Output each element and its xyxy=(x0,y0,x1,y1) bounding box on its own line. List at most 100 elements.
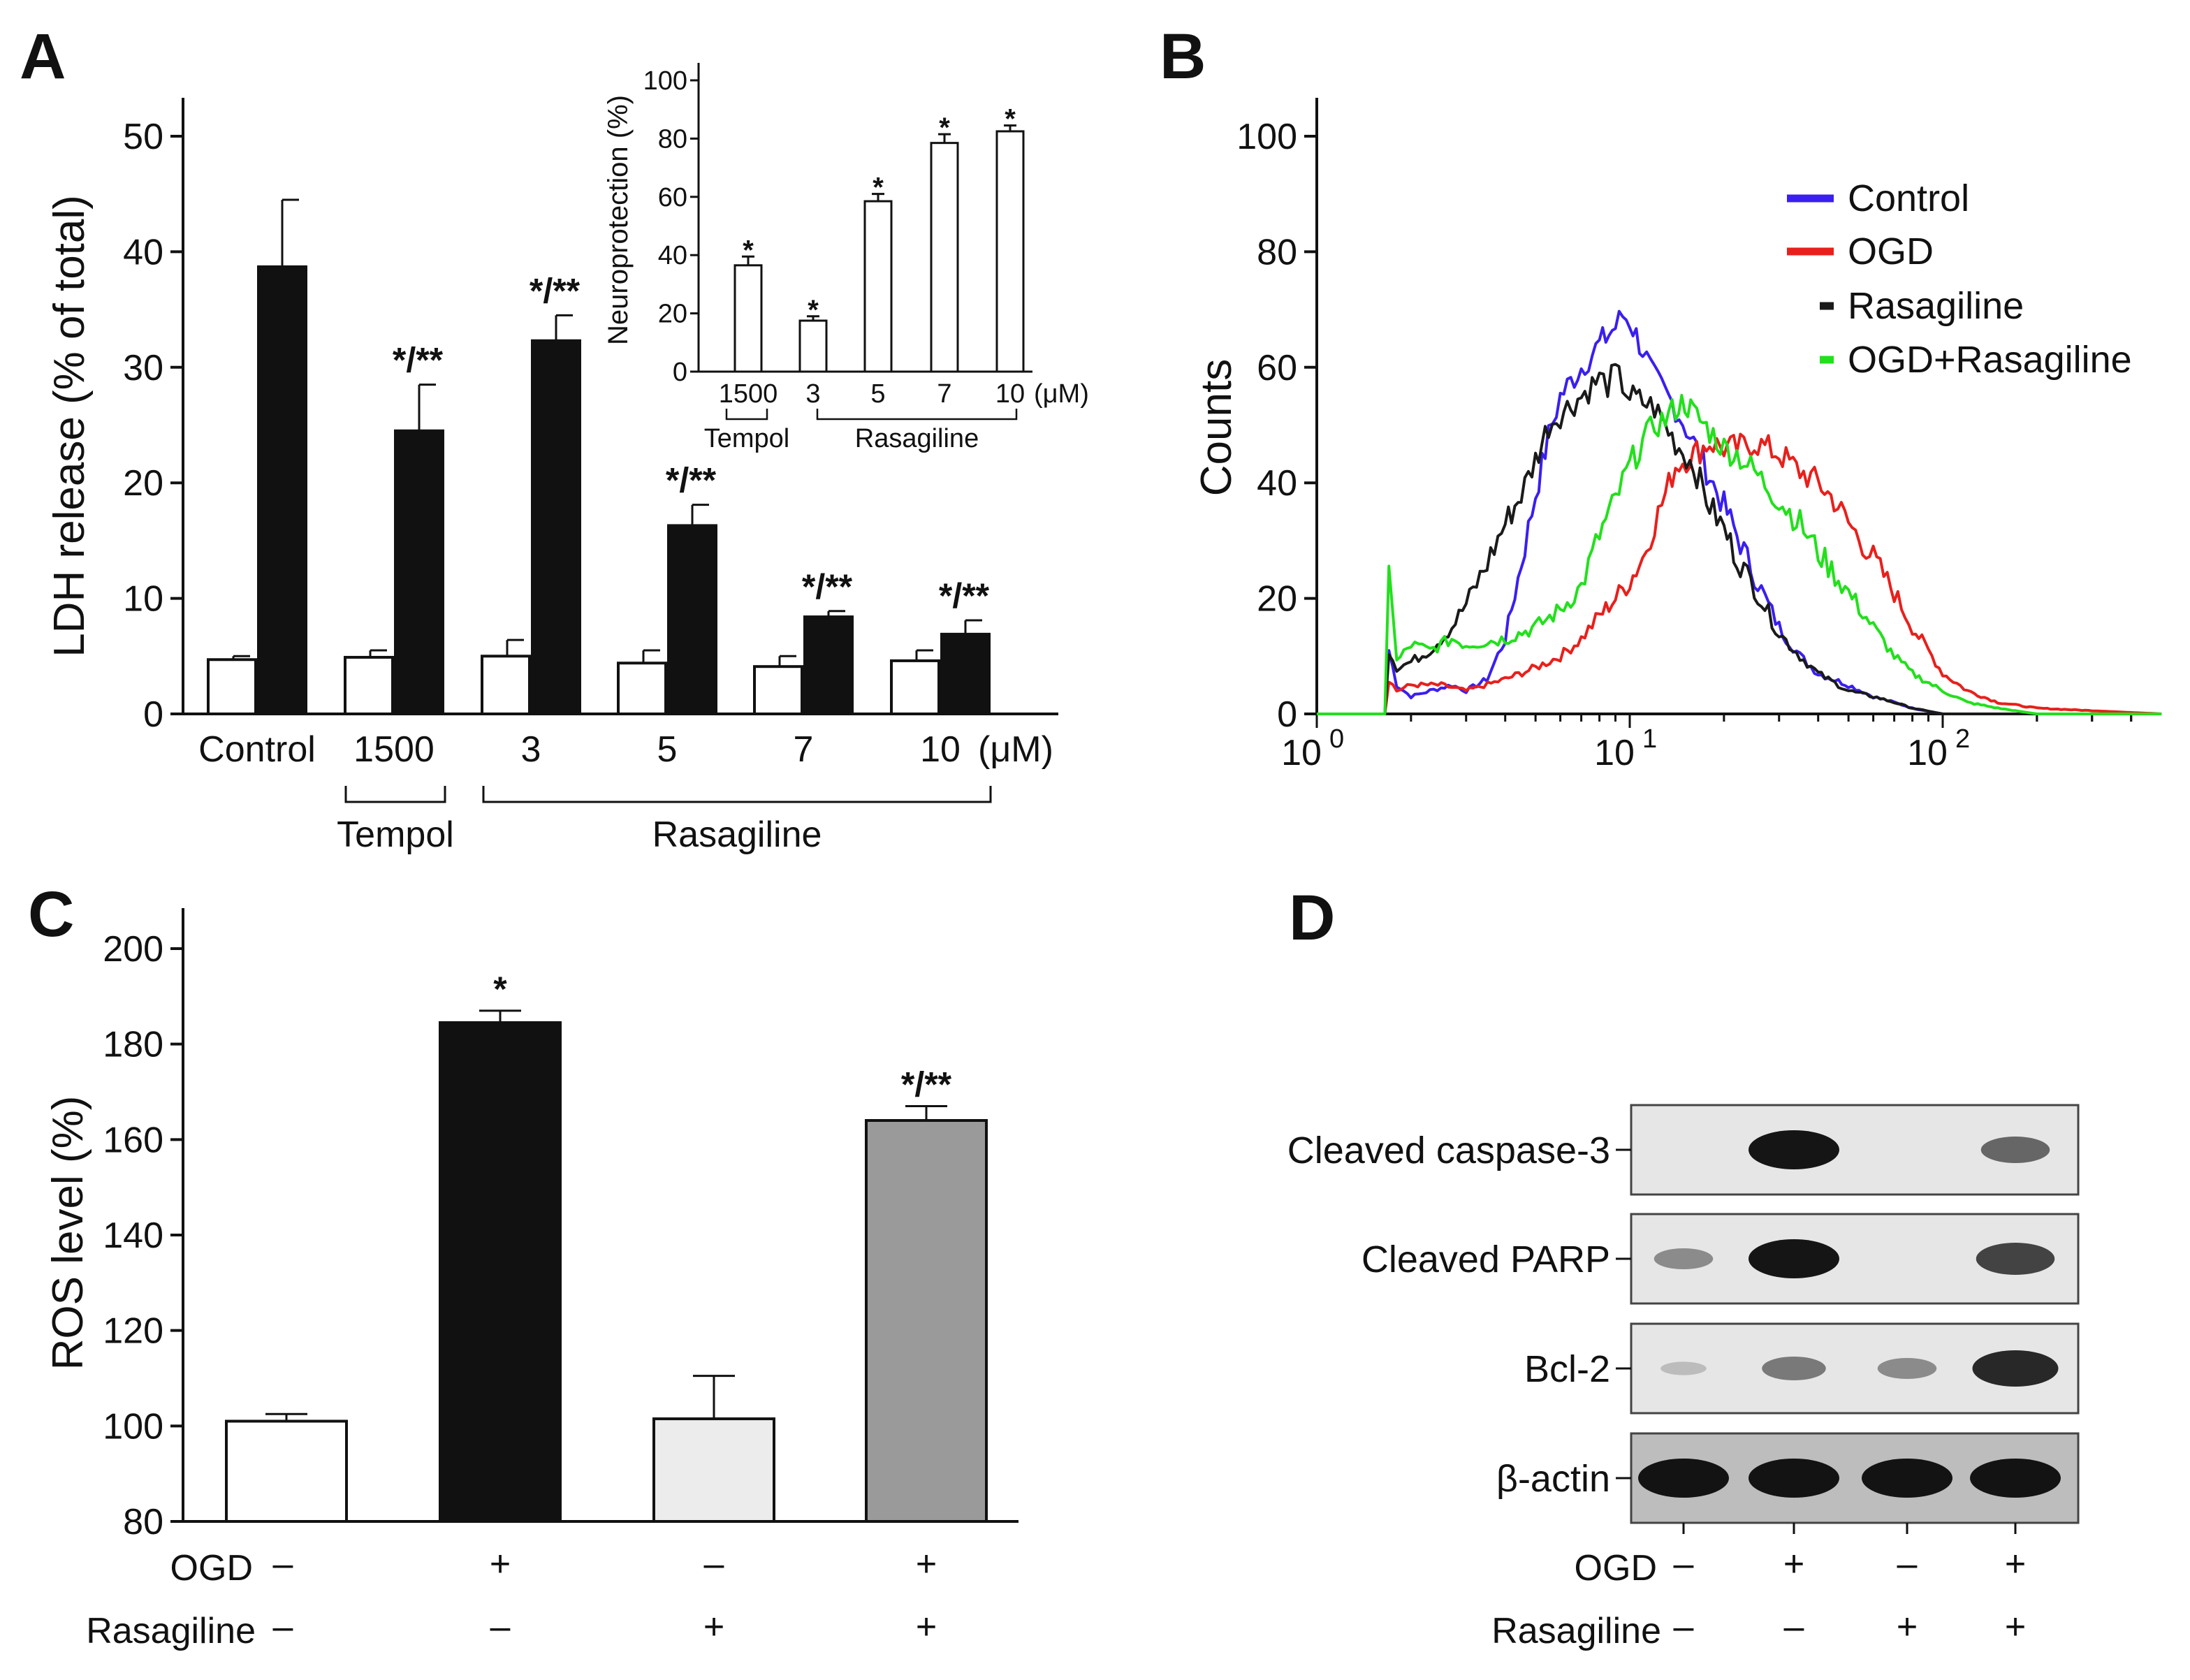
condition-value: – xyxy=(1897,1544,1918,1584)
condition-row-label: Rasagiline xyxy=(1491,1611,1661,1651)
y-tick-label: 0 xyxy=(143,694,163,735)
bar-ogd xyxy=(257,265,307,716)
legend-label: Control xyxy=(1848,177,1969,219)
bar-ogd xyxy=(531,339,581,715)
blot-band xyxy=(1980,1137,2050,1163)
inset-group-label: Rasagiline xyxy=(855,424,979,453)
inset-group-bracket xyxy=(725,409,768,421)
blot-band xyxy=(1877,1358,1937,1379)
bar-ogd xyxy=(803,615,854,716)
blot-row-label: β-actin xyxy=(1496,1458,1610,1500)
inset-x-tick-label: 10 xyxy=(995,379,1025,409)
inset-y-tick-label: 60 xyxy=(658,183,687,212)
blot-band xyxy=(1654,1248,1714,1269)
blot-row-label: Bcl-2 xyxy=(1524,1348,1610,1390)
condition-value: + xyxy=(2005,1544,2026,1584)
panel-c: C 80 100 120 140 160 180 200 ROS level (%) * */**… xyxy=(28,879,1019,1651)
x-unit-label: (μM) xyxy=(978,729,1053,770)
panel-a-inset: 0 20 40 60 80 100 Neuroprotection (%) * 1500 * 3 * 5… xyxy=(603,63,1089,453)
condition-value: + xyxy=(1897,1607,1918,1647)
significance-label: */** xyxy=(393,341,444,380)
condition-row-label: OGD xyxy=(170,1548,253,1588)
y-tick-label: 40 xyxy=(123,232,163,272)
significance-label: */** xyxy=(530,271,581,310)
bar-ogd xyxy=(394,429,444,716)
condition-value: – xyxy=(273,1607,293,1647)
panel-d-letter: D xyxy=(1289,882,1335,954)
series-line-rasagiline xyxy=(1317,363,2162,715)
inset-significance-label: * xyxy=(808,295,819,326)
blot-band xyxy=(1749,1130,1839,1169)
condition-value: + xyxy=(916,1544,937,1584)
x-tick-label: 10 xyxy=(1281,733,1322,773)
y-tick-label: 40 xyxy=(1257,463,1297,504)
x-tick-label: 10 xyxy=(920,729,961,770)
condition-row-label: OGD xyxy=(1575,1548,1657,1588)
x-tick-exponent: 0 xyxy=(1329,724,1344,754)
condition-value: + xyxy=(1783,1544,1804,1584)
bar xyxy=(865,1119,988,1523)
condition-value: + xyxy=(916,1607,937,1647)
y-tick-label: 140 xyxy=(103,1215,163,1256)
y-tick-label: 180 xyxy=(103,1025,163,1065)
x-tick-label: Control xyxy=(198,729,316,770)
x-tick-label: 10 xyxy=(1594,733,1635,773)
inset-bar xyxy=(995,130,1025,373)
condition-value: – xyxy=(490,1607,511,1647)
legend-label: Rasagiline xyxy=(1848,285,2024,327)
y-axis-title: Counts xyxy=(1192,359,1241,496)
group-label: Rasagiline xyxy=(652,815,822,855)
bar xyxy=(225,1419,348,1523)
inset-group-bracket xyxy=(816,409,1018,421)
inset-y-axis-title: Neuroprotection (%) xyxy=(603,95,634,345)
bar xyxy=(439,1021,562,1523)
blot-band xyxy=(1749,1239,1839,1278)
x-tick-label: 3 xyxy=(521,729,541,770)
inset-bar xyxy=(863,200,893,373)
condition-value: – xyxy=(1674,1607,1694,1647)
y-tick-label: 50 xyxy=(123,117,163,157)
inset-significance-label: * xyxy=(873,173,884,203)
bar-control xyxy=(481,655,531,715)
bar xyxy=(652,1417,775,1524)
inset-group-label: Tempol xyxy=(704,424,790,453)
bar-ogd xyxy=(940,632,991,716)
blot-band xyxy=(1972,1350,2059,1387)
bar-control xyxy=(344,655,394,715)
significance-label: */** xyxy=(802,567,853,606)
series-line-ogd xyxy=(1317,432,2162,715)
panel-c-letter: C xyxy=(28,879,74,950)
x-tick-exponent: 1 xyxy=(1642,724,1657,754)
inset-significance-label: * xyxy=(1005,104,1016,135)
panel-a-letter: A xyxy=(20,21,66,92)
panel-b-letter: B xyxy=(1160,21,1206,92)
legend-label: OGD+Rasagiline xyxy=(1848,339,2132,381)
panel-d: D Cleaved caspase-3 Cleaved PARP Bcl-2 β-ac… xyxy=(1287,882,2080,1651)
inset-y-tick-label: 20 xyxy=(658,300,687,329)
blot-band xyxy=(1638,1459,1729,1498)
y-tick-label: 20 xyxy=(123,463,163,504)
significance-label: */** xyxy=(901,1065,952,1104)
x-tick-exponent: 2 xyxy=(1955,724,1970,754)
bar-control xyxy=(753,665,803,715)
blot-band xyxy=(1762,1357,1826,1380)
inset-y-tick-label: 100 xyxy=(643,66,687,96)
x-tick-label: 7 xyxy=(794,729,814,770)
legend-label: OGD xyxy=(1848,231,1934,272)
y-axis-title: LDH release (% of total) xyxy=(45,195,94,657)
inset-y-tick-label: 80 xyxy=(658,124,687,154)
inset-x-tick-label: 3 xyxy=(805,379,820,409)
condition-value: + xyxy=(490,1544,511,1584)
inset-bar xyxy=(930,142,959,373)
condition-value: – xyxy=(273,1544,293,1584)
significance-label: */** xyxy=(666,461,717,500)
condition-row-label: Rasagiline xyxy=(86,1611,256,1651)
x-tick-label: 5 xyxy=(657,729,678,770)
condition-value: + xyxy=(2005,1607,2026,1647)
y-tick-label: 10 xyxy=(123,579,163,620)
inset-bar xyxy=(733,264,763,373)
y-tick-label: 100 xyxy=(1236,117,1297,157)
inset-significance-label: * xyxy=(939,112,950,143)
bar-control xyxy=(207,658,257,716)
